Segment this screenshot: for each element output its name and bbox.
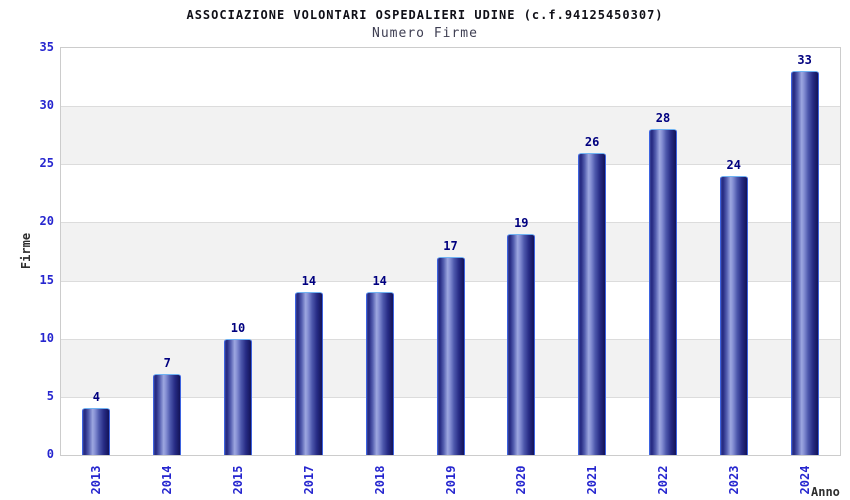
x-tick-label-2013: 2013	[89, 465, 104, 495]
bar-value-label-2019: 17	[443, 239, 458, 253]
bar-value-label-2020: 19	[514, 216, 529, 230]
y-tick-label-15: 15	[39, 272, 54, 287]
bar-2018	[365, 292, 394, 455]
x-tick-label-2023: 2023	[726, 465, 741, 495]
bar-value-label-2021: 26	[584, 135, 600, 149]
x-axis-title: Anno	[811, 485, 840, 499]
bar-value-label-2022: 28	[655, 111, 671, 125]
x-tick-label-2015: 2015	[231, 465, 246, 495]
bar-2022	[648, 129, 677, 455]
plot-band	[61, 48, 840, 106]
gridline-30	[61, 106, 840, 108]
x-tick-label-2020: 2020	[514, 465, 529, 495]
bar-value-label-2023: 24	[726, 158, 741, 172]
bar-value-label-2015: 10	[230, 321, 246, 335]
bar-value-label-2014: 7	[163, 356, 171, 370]
bar-2014	[153, 374, 182, 455]
y-tick-label-10: 10	[39, 330, 54, 345]
bar-value-label-2024: 33	[797, 53, 812, 67]
chart-subtitle: Numero Firme	[372, 26, 478, 41]
y-tick-label-20: 20	[39, 214, 54, 229]
bar-2019	[436, 257, 465, 455]
plot-area: 4 7 10 14 14 17 19 26 28 24 33	[60, 47, 841, 456]
x-tick-label-2022: 2022	[655, 465, 670, 495]
bar-value-label-2018: 14	[372, 274, 387, 288]
y-tick-label-35: 35	[39, 40, 54, 54]
y-tick-label-0: 0	[46, 447, 54, 461]
x-tick-label-2018: 2018	[372, 465, 387, 495]
x-tick-label-2021: 2021	[585, 465, 600, 495]
x-tick-label-2019: 2019	[443, 465, 458, 495]
bar-2017	[294, 292, 323, 455]
bar-2023	[719, 176, 748, 455]
chart-title: ASSOCIAZIONE VOLONTARI OSPEDALIERI UDINE…	[186, 8, 664, 22]
x-tick-label-2014: 2014	[160, 465, 175, 495]
bar-2021	[578, 153, 607, 455]
gridline-20	[61, 222, 840, 224]
bar-2013	[82, 408, 111, 455]
x-tick-label-2024: 2024	[797, 465, 812, 495]
bar-value-label-2017: 14	[301, 274, 317, 288]
bar-2024	[790, 71, 819, 455]
gridline-25	[61, 164, 840, 166]
y-tick-label-25: 25	[39, 156, 54, 171]
y-tick-label-5: 5	[46, 388, 54, 403]
bar-value-label-2013: 4	[92, 390, 101, 404]
x-tick-label-2017: 2017	[301, 465, 316, 495]
plot-band	[61, 106, 840, 165]
bar-2020	[507, 234, 536, 455]
y-tick-label-30: 30	[39, 98, 54, 113]
bar-2015	[224, 339, 253, 455]
